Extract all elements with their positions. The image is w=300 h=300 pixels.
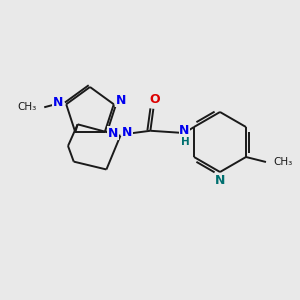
Text: CH₃: CH₃ [17,102,36,112]
Text: N: N [179,124,190,137]
Text: N: N [215,175,225,188]
Text: N: N [53,96,63,109]
Text: O: O [149,93,160,106]
Text: N: N [116,94,126,107]
Text: N: N [107,127,118,140]
Text: H: H [181,137,190,147]
Text: N: N [122,126,133,139]
Text: CH₃: CH₃ [273,157,292,167]
